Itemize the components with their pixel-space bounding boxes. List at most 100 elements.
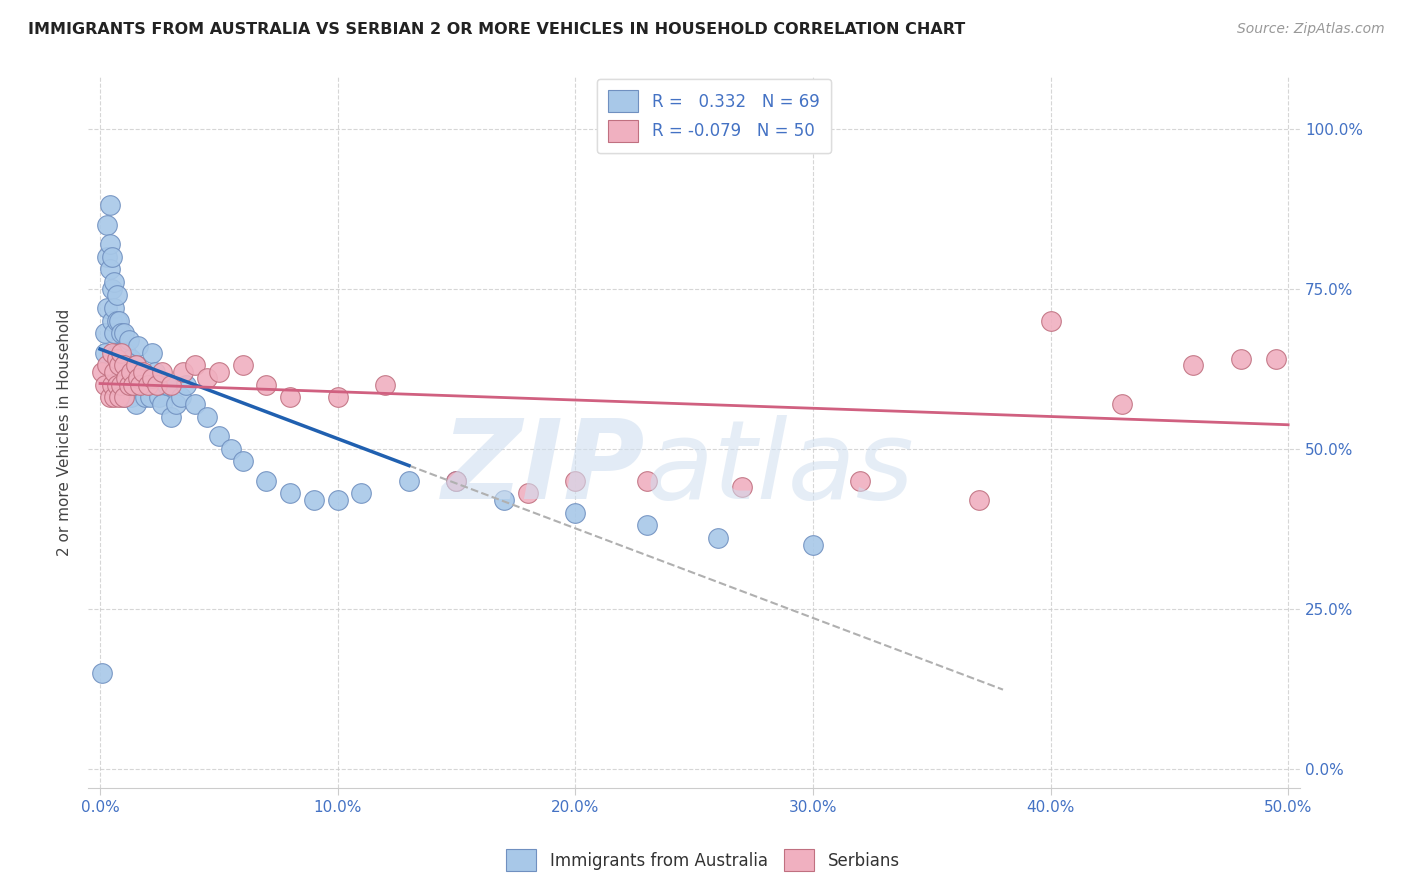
Point	[105, 288, 128, 302]
Point	[849, 474, 872, 488]
Point	[139, 391, 162, 405]
Point	[254, 474, 277, 488]
Point	[516, 486, 538, 500]
Point	[112, 326, 135, 341]
Point	[108, 377, 131, 392]
Point	[94, 345, 117, 359]
Point	[446, 474, 468, 488]
Point	[132, 365, 155, 379]
Point	[120, 351, 142, 366]
Point	[150, 365, 173, 379]
Point	[232, 454, 254, 468]
Point	[105, 377, 128, 392]
Text: IMMIGRANTS FROM AUSTRALIA VS SERBIAN 2 OR MORE VEHICLES IN HOUSEHOLD CORRELATION: IMMIGRANTS FROM AUSTRALIA VS SERBIAN 2 O…	[28, 22, 966, 37]
Point	[101, 313, 124, 327]
Point	[134, 391, 156, 405]
Point	[103, 326, 125, 341]
Point	[96, 359, 118, 373]
Text: Source: ZipAtlas.com: Source: ZipAtlas.com	[1237, 22, 1385, 37]
Point	[398, 474, 420, 488]
Point	[120, 365, 142, 379]
Point	[110, 326, 132, 341]
Point	[208, 365, 231, 379]
Point	[105, 313, 128, 327]
Point	[1229, 351, 1251, 366]
Point	[112, 391, 135, 405]
Point	[564, 506, 586, 520]
Point	[129, 377, 152, 392]
Point	[730, 480, 752, 494]
Point	[136, 377, 159, 392]
Point	[184, 359, 207, 373]
Point	[112, 359, 135, 373]
Point	[208, 429, 231, 443]
Text: atlas: atlas	[645, 415, 914, 522]
Point	[165, 397, 187, 411]
Point	[278, 486, 301, 500]
Point	[110, 377, 132, 392]
Point	[278, 391, 301, 405]
Legend: R =   0.332   N = 69, R = -0.079   N = 50: R = 0.332 N = 69, R = -0.079 N = 50	[596, 78, 831, 153]
Point	[103, 391, 125, 405]
Point	[801, 538, 824, 552]
Point	[174, 377, 197, 392]
Point	[98, 198, 121, 212]
Point	[105, 345, 128, 359]
Point	[707, 531, 730, 545]
Point	[146, 377, 169, 392]
Point	[143, 365, 166, 379]
Point	[115, 345, 138, 359]
Point	[146, 377, 169, 392]
Point	[636, 474, 658, 488]
Point	[120, 391, 142, 405]
Point	[124, 359, 146, 373]
Point	[122, 365, 145, 379]
Point	[155, 377, 177, 392]
Point	[1265, 351, 1288, 366]
Point	[117, 365, 139, 379]
Point	[108, 313, 131, 327]
Point	[141, 345, 163, 359]
Point	[374, 377, 396, 392]
Point	[350, 486, 373, 500]
Point	[108, 359, 131, 373]
Point	[127, 377, 149, 392]
Point	[115, 371, 138, 385]
Point	[96, 301, 118, 315]
Point	[127, 339, 149, 353]
Point	[172, 365, 194, 379]
Point	[105, 351, 128, 366]
Point	[232, 359, 254, 373]
Point	[160, 409, 183, 424]
Point	[326, 391, 349, 405]
Point	[112, 359, 135, 373]
Point	[98, 236, 121, 251]
Point	[219, 442, 242, 456]
Point	[91, 365, 114, 379]
Point	[101, 345, 124, 359]
Point	[91, 665, 114, 680]
Point	[150, 397, 173, 411]
Point	[108, 345, 131, 359]
Point	[110, 365, 132, 379]
Legend: Immigrants from Australia, Serbians: Immigrants from Australia, Serbians	[498, 841, 908, 880]
Point	[636, 518, 658, 533]
Point	[1111, 397, 1133, 411]
Point	[103, 365, 125, 379]
Point	[326, 492, 349, 507]
Point	[108, 391, 131, 405]
Point	[122, 377, 145, 392]
Point	[136, 377, 159, 392]
Point	[98, 391, 121, 405]
Point	[160, 377, 183, 392]
Point	[302, 492, 325, 507]
Point	[141, 371, 163, 385]
Point	[94, 377, 117, 392]
Point	[967, 492, 990, 507]
Point	[96, 250, 118, 264]
Point	[170, 391, 193, 405]
Text: ZIP: ZIP	[441, 415, 645, 522]
Point	[103, 301, 125, 315]
Point	[94, 326, 117, 341]
Point	[124, 397, 146, 411]
